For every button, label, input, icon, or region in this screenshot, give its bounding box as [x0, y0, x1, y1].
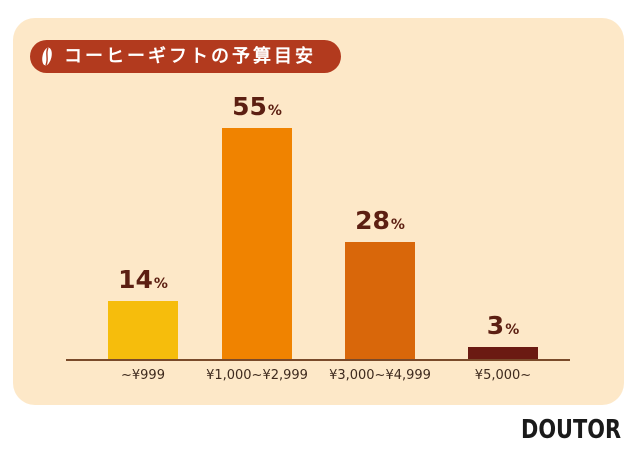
bar-value-label: 14% — [88, 265, 198, 294]
value-unit: % — [390, 217, 405, 233]
category-label: ~¥999 — [121, 368, 165, 383]
value-unit: % — [153, 276, 168, 292]
category-label: ¥5,000~ — [474, 368, 532, 383]
chart-title: コーヒーギフトの予算目安 — [64, 46, 316, 67]
doutor-logo: DOUTOR — [521, 415, 621, 441]
bar-value-label: 3% — [448, 311, 558, 340]
bar-1 — [222, 128, 292, 360]
x-axis-line — [66, 359, 570, 361]
value-number: 3 — [486, 311, 505, 340]
chart-title-pill: コーヒーギフトの予算目安 — [30, 40, 341, 73]
category-label: ¥1,000~¥2,999 — [206, 368, 308, 383]
category-label: ¥3,000~¥4,999 — [329, 368, 431, 383]
bar-2 — [345, 242, 415, 360]
value-number: 55 — [232, 92, 267, 121]
coffee-bean-icon — [42, 47, 52, 66]
bar-3 — [468, 347, 538, 360]
value-unit: % — [267, 103, 282, 119]
value-unit: % — [505, 322, 520, 338]
bar-value-label: 55% — [202, 92, 312, 121]
value-number: 28 — [355, 206, 390, 235]
bar-value-label: 28% — [325, 206, 435, 235]
svg-text:DOUTOR: DOUTOR — [521, 415, 621, 441]
value-number: 14 — [118, 265, 153, 294]
bar-0 — [108, 301, 178, 360]
